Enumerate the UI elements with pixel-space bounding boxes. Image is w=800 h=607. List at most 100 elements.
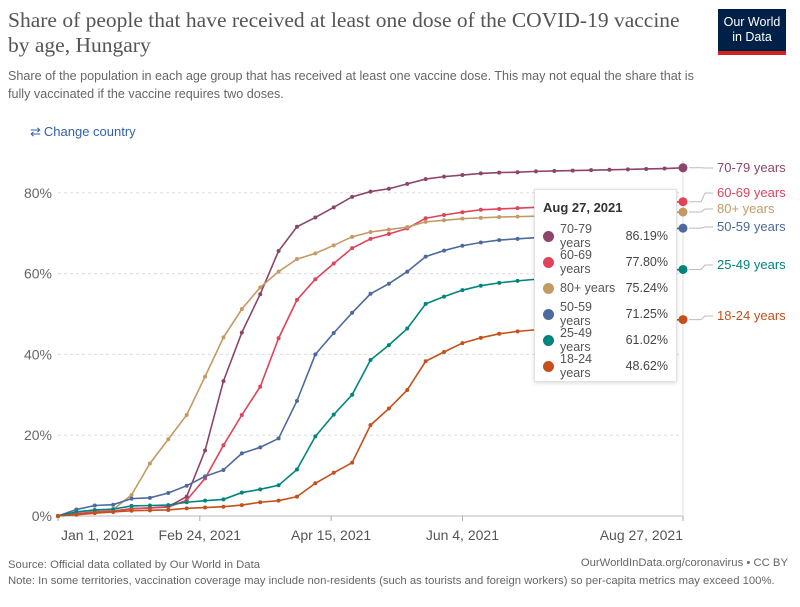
data-point (442, 213, 447, 218)
y-tick-label: 40% (24, 346, 52, 362)
data-point (644, 166, 649, 171)
y-tick-label: 80% (24, 185, 52, 201)
data-point (166, 507, 171, 512)
data-point (386, 406, 391, 411)
y-tick-label: 20% (24, 427, 52, 443)
data-point (92, 507, 97, 512)
data-point (386, 281, 391, 286)
data-point (184, 413, 189, 417)
tooltip-series-name: 50-59 years (560, 300, 592, 328)
data-point (294, 467, 299, 472)
change-country-button[interactable]: ⇄ Change country (30, 124, 136, 140)
data-point (405, 181, 410, 186)
data-point (313, 277, 318, 282)
data-point (331, 470, 336, 475)
data-point (423, 254, 428, 259)
data-point (276, 498, 281, 503)
data-point (368, 358, 373, 363)
series-label: 60-69 years (717, 185, 786, 200)
data-point (350, 234, 355, 239)
data-point (515, 214, 520, 219)
data-point (350, 392, 355, 397)
series-end-marker (678, 264, 688, 274)
data-point (442, 174, 447, 179)
data-point (56, 514, 60, 518)
data-point (662, 166, 667, 171)
tooltip-series-value: 75.24% (625, 281, 668, 295)
series-color-dot (543, 308, 554, 320)
data-point (313, 481, 318, 486)
logo-line-2: in Data (732, 30, 772, 44)
label-connector (689, 315, 713, 321)
data-point (386, 232, 391, 237)
data-point (276, 483, 281, 488)
source-text: Source: Official data collated by Our Wo… (8, 559, 261, 571)
x-tick-label: Aug 27, 2021 (600, 527, 684, 543)
data-point (442, 218, 447, 223)
data-point (386, 227, 391, 232)
data-point (258, 500, 263, 505)
data-point (442, 294, 447, 299)
data-point (497, 280, 502, 285)
tooltip-series-value: 48.62% (625, 359, 668, 373)
data-point (331, 243, 336, 248)
data-point (129, 508, 134, 513)
series-label: 18-24 years (717, 308, 786, 323)
owid-logo[interactable]: Our World in Data (718, 9, 786, 55)
data-point (147, 508, 152, 513)
data-point (221, 504, 226, 509)
series-color-dot (543, 334, 554, 346)
data-point (331, 412, 336, 417)
tooltip: Aug 27, 2021 70-79 years 86.19% 60-69 year… (534, 189, 677, 382)
data-point (478, 171, 483, 176)
data-point (203, 374, 208, 379)
source-link[interactable]: OurWorldInData.org/coronavirus • CC BY (580, 557, 788, 569)
series-end-marker (678, 197, 688, 207)
series-color-dot (543, 230, 554, 242)
data-point (294, 297, 299, 302)
data-point (147, 495, 152, 500)
data-point (460, 288, 465, 293)
tooltip-row: 60-69 years 77.80% (543, 248, 668, 276)
data-point (184, 506, 189, 511)
data-point (386, 343, 391, 348)
tooltip-row: 18-24 years 48.62% (543, 352, 668, 380)
series-color-dot (543, 360, 554, 372)
data-point (313, 434, 318, 439)
data-point (111, 507, 116, 512)
data-point (478, 207, 483, 212)
data-point (239, 451, 244, 456)
data-point (368, 189, 373, 194)
data-point (442, 349, 447, 354)
data-point (221, 467, 226, 472)
data-point (478, 335, 483, 340)
series-label: 80+ years (717, 201, 775, 216)
data-point (368, 236, 373, 241)
data-point (350, 194, 355, 199)
data-point (350, 246, 355, 251)
data-point (276, 336, 281, 341)
data-point (239, 413, 244, 417)
series-label: 70-79 years (717, 160, 786, 175)
label-connector (689, 264, 713, 270)
data-point (515, 236, 520, 241)
data-point (331, 205, 336, 210)
data-point (331, 261, 336, 266)
data-point (203, 474, 208, 479)
data-point (203, 448, 208, 453)
data-point (570, 168, 575, 173)
data-point (166, 437, 171, 442)
tooltip-series-value: 71.25% (625, 307, 668, 321)
series-end-marker (678, 223, 688, 233)
data-point (423, 216, 428, 221)
data-point (607, 167, 612, 172)
data-point (423, 301, 428, 306)
data-point (460, 216, 465, 221)
data-point (405, 269, 410, 274)
data-point (460, 341, 465, 346)
data-point (221, 379, 226, 384)
data-point (515, 170, 520, 175)
data-point (239, 307, 244, 312)
